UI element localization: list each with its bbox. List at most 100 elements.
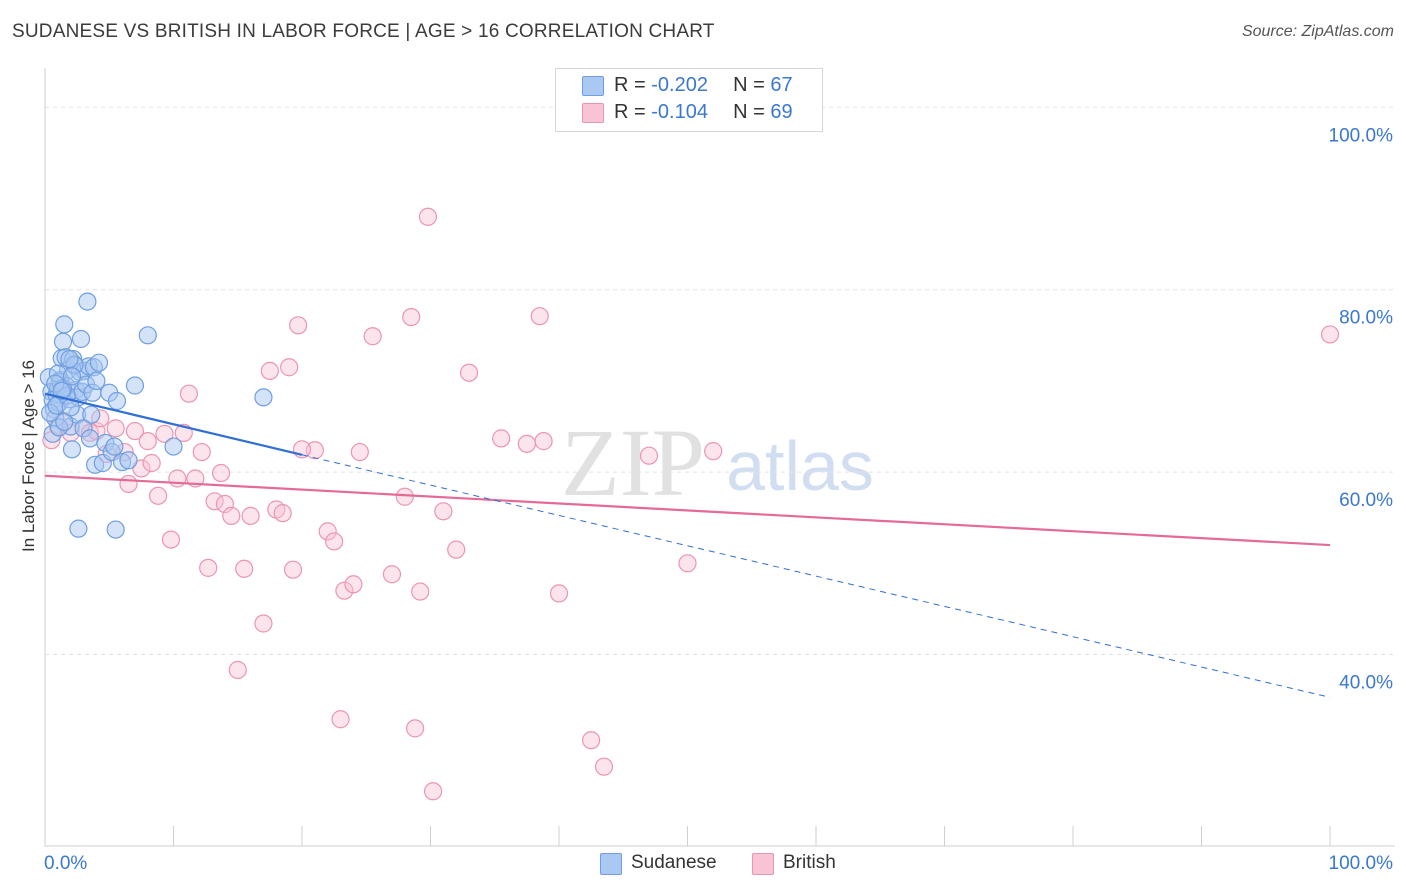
british-point [331,710,350,729]
sudanese-point [62,440,82,459]
british-point [423,782,443,801]
british-point [363,327,382,346]
sudanese-trend-line [44,392,303,456]
sudanese-r-value: -0.202 [651,74,708,96]
british-point [639,446,659,465]
british-point [405,719,425,738]
british-point [228,660,247,680]
british-point [418,207,438,226]
stats-legend: R = -0.202 N = 67 R = -0.104 N = 69 [555,68,823,132]
chart-title: SUDANESE VS BRITISH IN LABOR FORCE | AGE… [12,21,715,42]
british-point [215,494,234,514]
british-trend-line [44,474,1331,547]
sudanese-point [89,353,109,372]
sudanese-point [80,429,100,448]
british-point [142,453,161,473]
british-point [434,502,453,521]
british-point [344,575,363,594]
sudanese-point [105,437,124,456]
sudanese-point [106,520,125,539]
sudanese-n-label: N = [733,74,771,96]
british-point [222,506,241,525]
british-point [594,757,614,776]
british-point [549,584,569,603]
british-point [704,442,723,461]
british-legend-label: British [783,852,836,873]
sudanese-trend-extension [301,454,1331,698]
british-point [402,307,421,327]
british-point [492,429,511,448]
legend-item-sudanese: Sudanese [600,850,730,878]
sudanese-r-label: R = [614,74,652,96]
british-point [517,434,536,453]
british-point [335,581,354,600]
british-n-label: N = [733,101,771,123]
british-point [192,442,211,462]
british-legend-swatch [752,853,774,875]
british-point [530,307,549,326]
sudanese-point [254,388,273,407]
sudanese-swatch [582,76,604,96]
british-point [1320,325,1340,344]
british-point [325,532,344,551]
sudanese-point [87,371,106,391]
sudanese-point [125,376,145,395]
british-point [395,487,414,506]
british-swatch [582,103,604,123]
british-point [235,559,254,578]
y-axis-label: In Labor Force | Age > 16 [19,360,38,552]
british-point [168,469,187,488]
watermark-atlas: atlas [726,427,874,505]
sudanese-point [62,367,82,386]
british-point [106,419,125,438]
sudanese-point [107,391,127,411]
british-point [582,731,601,750]
british-point [138,432,157,451]
british-point [125,421,145,441]
british-point [318,522,337,541]
british-point [205,492,224,511]
british-r-value: -0.104 [651,101,708,123]
british-point [411,582,430,601]
source-label: Source: ZipAtlas.com [1241,23,1394,40]
sudanese-n-value: 67 [770,74,793,96]
sudanese-point [71,329,91,349]
british-point [534,432,553,451]
british-n-value: 69 [770,101,793,123]
british-point [280,358,299,377]
british-point [161,530,181,549]
sudanese-point [82,405,101,424]
british-point [179,384,199,403]
british-point [148,486,168,505]
british-point [447,540,466,559]
sudanese-point [164,437,183,456]
british-point [305,441,324,460]
british-point [199,558,218,577]
y-tick-label: 60.0% [1339,490,1393,511]
british-r-label: R = [614,101,652,123]
sudanese-point [78,292,97,311]
british-point [260,361,279,380]
sudanese-point [53,332,73,351]
sudanese-legend-label: Sudanese [631,852,717,873]
british-point [254,614,273,633]
british-point [283,560,303,579]
sudanese-point [55,315,74,334]
sudanese-point [69,519,88,538]
watermark-zip: ZIP [561,409,705,516]
british-point [382,565,402,584]
sudanese-point [60,349,79,369]
british-point [132,459,151,478]
british-point [459,363,479,382]
british-point [289,316,308,335]
sudanese-legend-swatch [600,853,622,875]
x-tick-label-max: 100.0% [1329,853,1394,874]
sudanese-point [138,326,157,345]
x-tick-label-min: 0.0% [44,853,87,874]
british-point [119,474,138,494]
sudanese-point [52,381,71,401]
y-tick-label: 40.0% [1339,673,1393,694]
british-point [678,554,697,573]
y-tick-label: 100.0% [1329,125,1394,146]
